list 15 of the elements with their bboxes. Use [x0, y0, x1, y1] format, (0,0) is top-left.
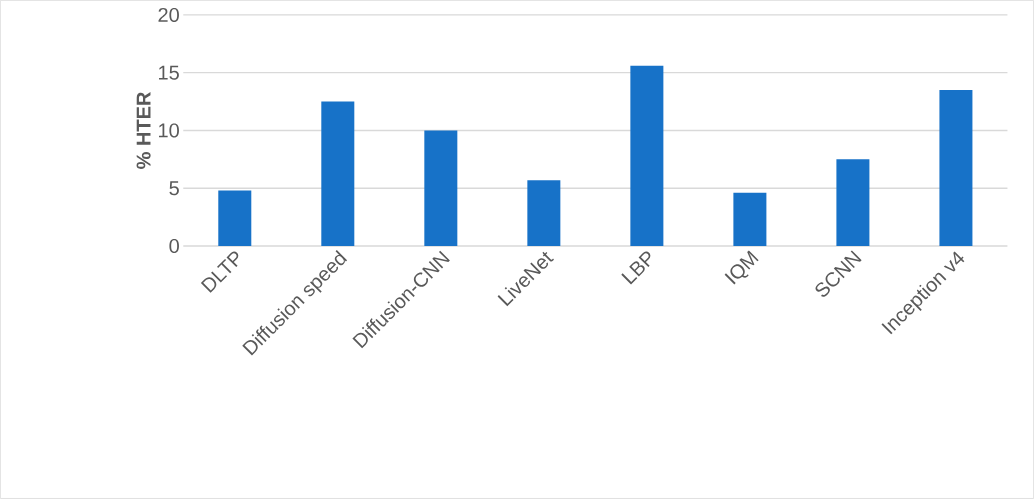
bar	[527, 180, 561, 247]
bar	[939, 90, 973, 247]
y-tick-label: 10	[159, 123, 179, 138]
y-tick-label: 15	[159, 65, 179, 80]
bar	[321, 101, 355, 247]
bar	[836, 159, 870, 247]
y-tick-label: 5	[169, 181, 179, 196]
y-axis-title: % HTER	[136, 92, 151, 169]
y-tick-label: 20	[158, 7, 179, 23]
x-tick-label: LBP	[621, 251, 651, 285]
bar	[733, 192, 767, 247]
y-tick-label: 0	[169, 238, 179, 254]
bar	[218, 190, 252, 247]
bar	[630, 65, 664, 247]
bar	[424, 130, 458, 247]
